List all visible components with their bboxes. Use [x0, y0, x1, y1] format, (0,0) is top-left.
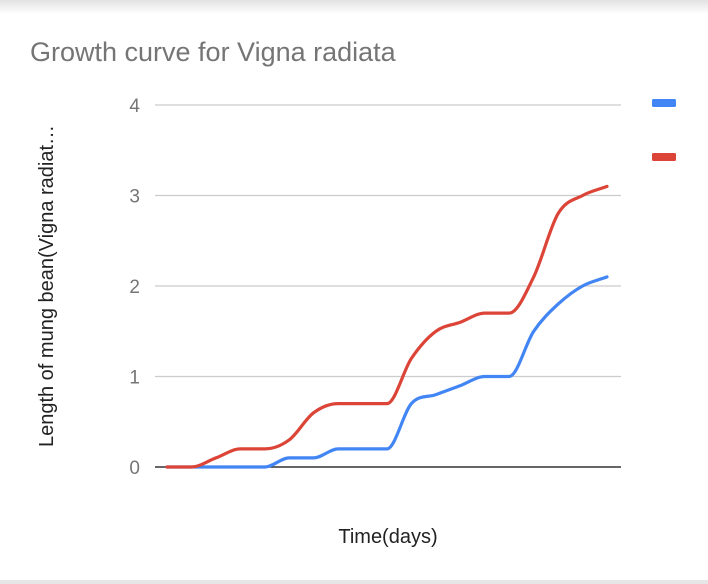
gridlines: [155, 104, 621, 378]
y-tick-label: 3: [129, 187, 140, 208]
bottom-divider: [0, 580, 708, 584]
series-lines: [165, 184, 609, 469]
y-tick-label: 0: [129, 458, 140, 479]
x-axis-label: Time(days): [338, 526, 437, 548]
y-tick-label: 2: [129, 277, 140, 298]
y-axis-ticks: 0 1 2 3 4: [129, 96, 140, 479]
legend-swatch-series-1[interactable]: [652, 99, 676, 107]
series-1-line: [165, 275, 609, 469]
y-tick-label: 1: [129, 368, 140, 389]
series-2-line: [165, 184, 609, 469]
legend-swatch-series-2[interactable]: [652, 153, 676, 161]
chart-title: Growth curve for Vigna radiata: [30, 37, 397, 67]
top-shadow: [0, 0, 708, 14]
y-tick-label: 4: [129, 96, 140, 117]
legend: [652, 99, 676, 161]
y-axis-label: Length of mung bean(Vigna radiat…: [36, 125, 58, 447]
